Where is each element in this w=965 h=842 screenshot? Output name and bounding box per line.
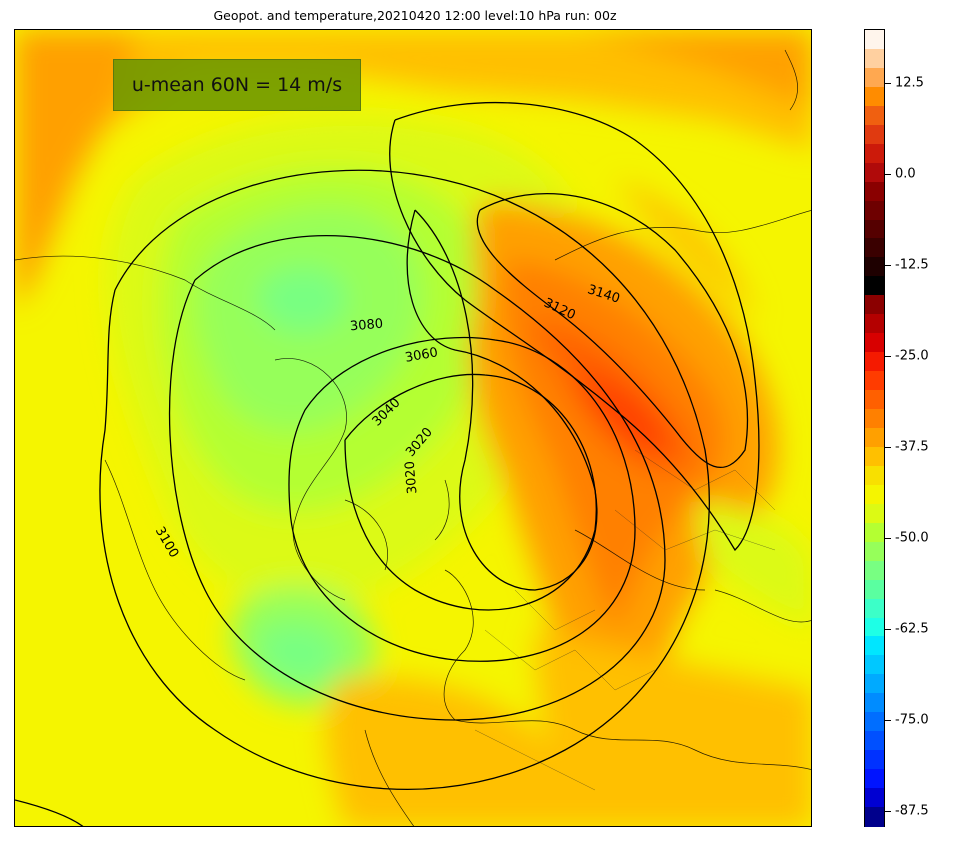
colorbar-segment <box>865 560 884 581</box>
contour-3140 <box>476 193 749 468</box>
geopotential-contours <box>15 101 760 826</box>
colorbar-tick <box>885 356 891 357</box>
colorbar-segment <box>865 162 884 183</box>
colorbar-segment <box>865 655 884 675</box>
colorbar-tick-label: -25.0 <box>895 348 929 364</box>
contour-3080 <box>168 235 666 721</box>
colorbar-segment <box>865 390 884 410</box>
colorbar-segment <box>865 579 884 600</box>
colorbar-tick <box>885 265 891 266</box>
colorbar-segment <box>865 314 884 334</box>
colorbar-segment <box>865 712 884 732</box>
colorbar-segment <box>865 67 884 88</box>
colorbar <box>864 29 885 827</box>
map-canvas <box>15 30 811 826</box>
colorbar-segment <box>865 276 884 296</box>
colorbar-tick <box>885 447 891 448</box>
colorbar-segment <box>865 617 884 638</box>
colorbar-tick <box>885 811 891 812</box>
colorbar-segment <box>865 105 884 126</box>
colorbar-segment <box>865 48 884 69</box>
colorbar-segment <box>865 674 884 694</box>
map-panel[interactable]: 3080 3060 3040 3020 3020 3120 3140 3100 <box>14 29 812 827</box>
colorbar-tick-label: -87.5 <box>895 803 929 819</box>
contour-label-3020-b: 3020 <box>402 460 421 495</box>
colorbar-segment <box>865 371 884 391</box>
contour-3060 <box>288 336 636 662</box>
colorbar-segment <box>865 484 884 505</box>
colorbar-tick <box>885 720 891 721</box>
colorbar-tick-label: -50.0 <box>895 530 929 546</box>
colorbar-segment <box>865 446 884 467</box>
colorbar-tick <box>885 629 891 630</box>
colorbar-tick-label: -62.5 <box>895 621 929 637</box>
contour-3120 <box>389 101 760 552</box>
chart-title: Geopot. and temperature,20210420 12:00 l… <box>213 8 617 23</box>
colorbar-tick-label: 0.0 <box>895 166 916 182</box>
colorbar-segment <box>865 143 884 164</box>
colorbar-segment <box>865 295 884 315</box>
colorbar-segment <box>865 86 884 107</box>
colorbar-segment <box>865 257 884 277</box>
colorbar-tick <box>885 538 891 539</box>
colorbar-tick-label: -37.5 <box>895 439 929 455</box>
colorbar-segment <box>865 428 884 448</box>
colorbar-segment <box>865 788 884 808</box>
colorbar-segment <box>865 238 884 259</box>
colorbar-segment <box>865 200 884 221</box>
contour-corner <box>15 799 84 826</box>
colorbar-tick-label: -75.0 <box>895 712 929 728</box>
colorbar-segment <box>865 731 884 751</box>
country-borders <box>474 449 776 791</box>
colorbar-segment <box>865 769 884 789</box>
colorbar-segment <box>865 219 884 240</box>
umean-annotation: u-mean 60N = 14 m/s <box>113 59 361 111</box>
colorbar-segment <box>865 333 884 353</box>
colorbar-segment <box>865 807 884 827</box>
colorbar-segment <box>865 409 884 429</box>
colorbar-segment <box>865 124 884 145</box>
colorbar-segment <box>865 30 884 50</box>
colorbar-segment <box>865 541 884 562</box>
colorbar-segment <box>865 598 884 619</box>
contour-3100 <box>99 169 710 791</box>
coastlines <box>15 49 811 826</box>
colorbar-segment <box>865 522 884 543</box>
colorbar-segment <box>865 750 884 770</box>
colorbar-tick <box>885 174 891 175</box>
contour-3040 <box>344 373 597 611</box>
colorbar-segment <box>865 503 884 524</box>
colorbar-tick-label: -12.5 <box>895 257 929 273</box>
contour-label-3080: 3080 <box>349 316 384 335</box>
colorbar-segment <box>865 465 884 486</box>
colorbar-segment <box>865 352 884 372</box>
colorbar-segment <box>865 693 884 713</box>
colorbar-tick-label: 12.5 <box>895 75 924 91</box>
colorbar-tick <box>885 83 891 84</box>
colorbar-segment <box>865 181 884 202</box>
colorbar-segment <box>865 636 884 657</box>
